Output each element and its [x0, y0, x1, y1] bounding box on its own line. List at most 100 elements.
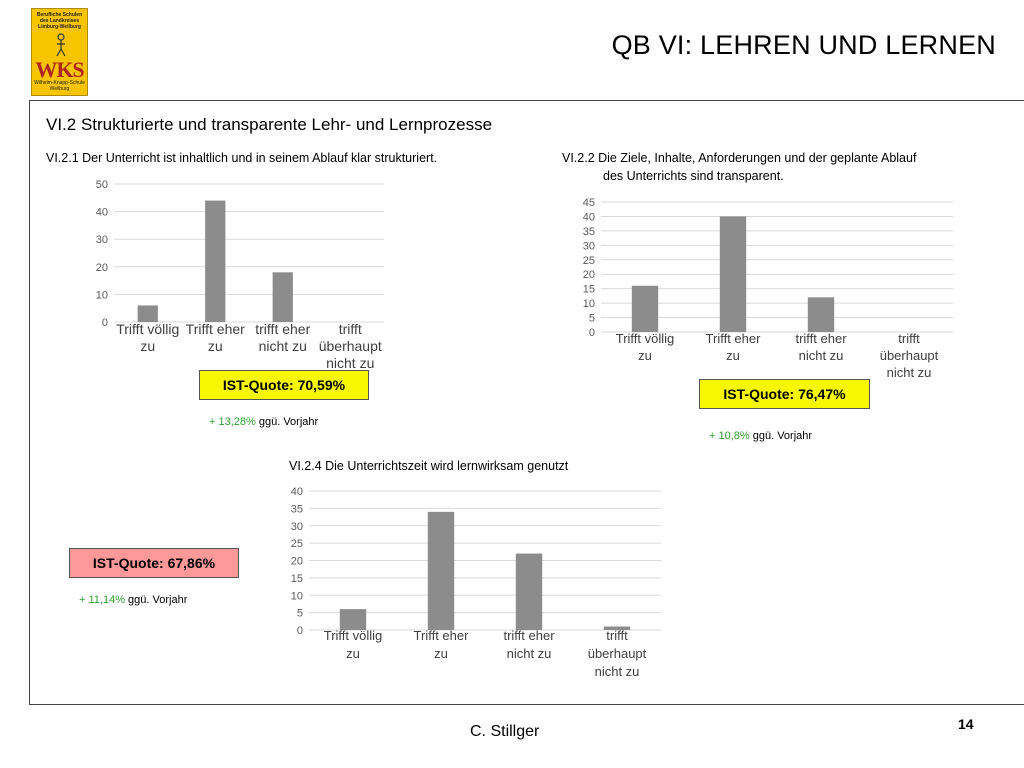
- chart-3-quote-box: IST-Quote: 67,86%: [69, 548, 239, 578]
- x-category-label: trifft überhaupt nicht zu: [588, 628, 647, 679]
- chart-2-quote-delta: + 10,8%: [709, 430, 750, 442]
- y-tick-label: 35: [583, 226, 595, 238]
- x-category-label: Trifft eher zu: [414, 628, 470, 661]
- bar: [339, 609, 367, 630]
- chart-2-title: VI.2.2 Die Ziele, Inhalte, Anforderungen…: [562, 149, 916, 185]
- x-category-label-line: Trifft völlig: [324, 628, 383, 643]
- x-category-label-line: Trifft völlig: [616, 331, 675, 346]
- x-category-label-line: Trifft eher: [186, 321, 245, 337]
- y-tick-label: 0: [297, 625, 303, 637]
- y-tick-label: 30: [291, 521, 303, 533]
- section-title: VI.2 Strukturierte und transparente Lehr…: [46, 115, 493, 134]
- logo-figure-icon: [56, 33, 66, 57]
- y-tick-label: 25: [291, 538, 303, 550]
- x-category-label: Trifft völlig zu: [116, 321, 179, 354]
- page-title: QB VI: LEHREN UND LERNEN: [611, 30, 996, 60]
- y-tick-label: 40: [583, 211, 595, 223]
- y-tick-label: 15: [291, 573, 303, 585]
- chart-1-quote-label: IST-Quote: 70,59%: [222, 377, 346, 393]
- chart-3-quote-label: IST-Quote: 67,86%: [92, 555, 216, 571]
- x-category-label-line: überhaupt: [319, 338, 382, 354]
- x-category-label-line: trifft eher: [503, 628, 555, 643]
- chart-3-quote-note-text: ggü. Vorjahr: [124, 594, 188, 606]
- bar: [807, 297, 835, 332]
- chart-2-title-line-1: VI.2.2 Die Ziele, Inhalte, Anforderungen…: [562, 151, 917, 165]
- x-category-label: trifft überhaupt nicht zu: [880, 331, 939, 380]
- chart-2-title-line-2: des Unterrichts sind transparent.: [603, 169, 784, 183]
- x-category-label-line: zu: [638, 348, 652, 363]
- school-logo: Berufliche Schulen des Landkreises Limbu…: [31, 8, 88, 96]
- page-number: 14: [958, 716, 974, 732]
- logo-monogram: WKS: [35, 57, 84, 82]
- chart-3-quote-note: + 11,14% ggü. Vorjahr: [79, 594, 187, 606]
- chart-3-quote-delta: + 11,14%: [79, 594, 125, 606]
- x-category-label: trifft eher nicht zu: [255, 321, 310, 354]
- chart-3-title: VI.2.4 Die Unterrichtszeit wird lernwirk…: [289, 457, 568, 475]
- chart-1-quote-note: + 13,28% ggü. Vorjahr: [209, 416, 318, 428]
- x-category-label-line: trifft eher: [795, 331, 847, 346]
- x-category-label-line: überhaupt: [588, 646, 647, 661]
- y-tick-label: 20: [583, 269, 595, 281]
- chart-2: 0 5 10 15 20 25 30 35 40 45 Trifft völlig zu Trifft …: [567, 195, 962, 395]
- bar: [205, 200, 226, 322]
- x-category-label: Trifft eher zu: [706, 331, 762, 363]
- y-tick-label: 40: [291, 486, 303, 498]
- footer-author: C. Stillger: [470, 723, 540, 740]
- x-category-label-line: trifft: [339, 321, 362, 337]
- chart-1: 0 10 20 30 40 50 Trifft völlig zu Trifft eher zu t…: [80, 170, 390, 390]
- chart-1-quote-delta: + 13,28%: [209, 416, 256, 428]
- y-tick-label: 30: [583, 240, 595, 252]
- x-category-label-line: nicht zu: [326, 355, 374, 371]
- x-category-label-line: nicht zu: [507, 646, 552, 661]
- y-tick-label: 30: [96, 234, 108, 246]
- chart-3: 0 5 10 15 20 25 30 35 40 Trifft völlig zu Trifft eh…: [275, 482, 670, 702]
- chart-1-quote-note-text: ggü. Vorjahr: [255, 416, 319, 428]
- x-category-label: Trifft völlig zu: [616, 331, 675, 363]
- y-tick-label: 10: [96, 289, 108, 301]
- x-category-label-line: zu: [346, 646, 360, 661]
- y-tick-label: 0: [589, 327, 595, 339]
- y-tick-label: 10: [583, 298, 595, 310]
- x-category-label-line: Trifft völlig: [116, 321, 179, 337]
- y-tick-label: 5: [297, 608, 303, 620]
- bar: [603, 626, 631, 630]
- x-category-label-line: trifft: [898, 331, 920, 346]
- x-category-label-line: zu: [726, 348, 740, 363]
- x-category-label-line: nicht zu: [799, 348, 844, 363]
- x-category-label-line: Trifft eher: [414, 628, 470, 643]
- x-category-label: trifft eher nicht zu: [503, 628, 555, 661]
- bar: [137, 305, 158, 322]
- y-tick-label: 25: [583, 255, 595, 267]
- x-category-label-line: zu: [208, 338, 223, 354]
- y-tick-label: 45: [583, 197, 595, 209]
- x-category-label: Trifft völlig zu: [324, 628, 383, 661]
- logo-text-top: Berufliche Schulen des Landkreises Limbu…: [36, 12, 83, 30]
- y-tick-label: 0: [102, 317, 108, 329]
- x-category-label-line: nicht zu: [259, 338, 307, 354]
- bar: [427, 511, 455, 630]
- x-category-label: trifft überhaupt nicht zu: [319, 321, 382, 371]
- chart-1-quote-box: IST-Quote: 70,59%: [199, 370, 369, 400]
- chart-1-title-line: VI.2.1 Der Unterricht ist inhaltlich und…: [46, 151, 438, 165]
- x-category-label-line: trifft: [606, 628, 628, 643]
- x-category-label-line: nicht zu: [595, 664, 640, 679]
- x-category-label-line: zu: [434, 646, 448, 661]
- y-tick-label: 20: [96, 262, 108, 274]
- x-category-label: trifft eher nicht zu: [795, 331, 847, 363]
- bar: [631, 285, 659, 332]
- content-frame: [29, 100, 1024, 705]
- x-category-label-line: zu: [140, 338, 155, 354]
- y-tick-label: 20: [291, 556, 303, 568]
- chart-3-title-line: VI.2.4 Die Unterrichtszeit wird lernwirk…: [289, 459, 569, 473]
- y-tick-label: 40: [96, 207, 108, 219]
- x-category-label-line: überhaupt: [880, 348, 939, 363]
- x-category-label: Trifft eher zu: [186, 321, 245, 354]
- y-tick-label: 10: [291, 590, 303, 602]
- y-tick-label: 35: [291, 503, 303, 515]
- x-category-label-line: trifft eher: [255, 321, 310, 337]
- x-category-label-line: Trifft eher: [706, 331, 762, 346]
- y-tick-label: 50: [96, 179, 108, 191]
